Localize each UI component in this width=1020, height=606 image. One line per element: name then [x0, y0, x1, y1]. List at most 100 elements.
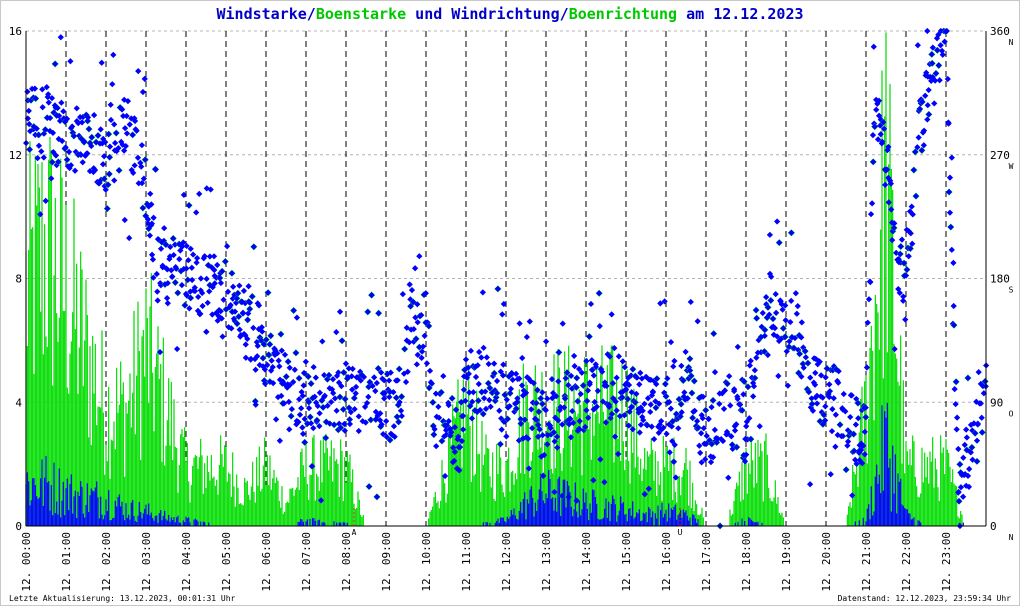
wind-direction-point [462, 356, 470, 363]
wind-direction-point [844, 438, 852, 445]
wind-direction-point [662, 380, 669, 388]
x-tick-label: 12. 09:00 [380, 532, 393, 592]
wind-direction-point [752, 307, 760, 314]
wind-direction-point [708, 404, 715, 411]
wind-direction-point [832, 443, 839, 450]
wind-direction-point [934, 47, 941, 54]
wind-direction-point [671, 357, 678, 365]
wind-direction-point [830, 395, 837, 402]
wind-direction-point [497, 441, 504, 448]
wind-direction-point [154, 297, 161, 304]
wind-direction-point [924, 27, 931, 35]
wind-direction-point [181, 302, 189, 309]
wind-direction-point [369, 382, 376, 390]
wind-direction-point [138, 142, 146, 149]
wind-direction-point [131, 162, 138, 169]
wind-direction-point [573, 374, 580, 382]
wind-direction-point [792, 290, 799, 297]
wind-direction-point [526, 318, 533, 325]
wind-direction-point [905, 253, 912, 260]
wind-direction-point [964, 374, 972, 382]
wind-direction-point [190, 251, 197, 258]
wind-direction-point [174, 289, 181, 296]
wind-direction-point [697, 449, 704, 457]
wind-direction-point [798, 319, 805, 326]
x-tick-label: 12. 22:00 [900, 532, 913, 592]
wind-direction-point [277, 331, 285, 338]
wind-direction-point [462, 397, 469, 405]
wind-direction-point [52, 60, 59, 68]
wind-direction-point [386, 436, 394, 444]
wind-direction-point [768, 273, 775, 280]
wind-direction-point [555, 378, 562, 385]
wind-direction-point [43, 83, 50, 91]
wind-direction-point [619, 358, 626, 365]
wind-direction-point [63, 156, 71, 163]
wind-direction-point [487, 403, 494, 410]
wind-direction-point [959, 493, 967, 500]
x-tick-label: 12. 13:00 [540, 532, 553, 592]
wind-direction-point [570, 352, 578, 360]
wind-direction-point [314, 402, 321, 410]
wind-direction-point [157, 245, 165, 252]
wind-direction-point [345, 365, 352, 372]
wind-direction-point [70, 132, 77, 140]
wind-direction-point [609, 380, 616, 387]
wind-direction-point [596, 290, 603, 297]
wind-direction-point [380, 377, 388, 384]
wind-direction-point [432, 390, 440, 397]
wind-direction-point [523, 333, 531, 341]
wind-direction-point [38, 148, 45, 155]
wind-direction-point [829, 405, 836, 413]
wind-direction-point [939, 51, 946, 58]
wind-direction-point [138, 163, 145, 170]
chart-title-part: / [560, 5, 569, 23]
wind-direction-point [106, 154, 113, 161]
wind-direction-point [686, 355, 693, 362]
wind-direction-point [613, 407, 620, 414]
wind-direction-point [283, 373, 290, 380]
wind-direction-point [866, 278, 874, 285]
wind-direction-point [550, 429, 557, 436]
x-tick-label: 12. 04:00 [180, 532, 193, 592]
wind-direction-point [123, 130, 131, 137]
wind-direction-point [333, 329, 340, 336]
wind-direction-point [637, 369, 644, 376]
wind-direction-point [244, 335, 251, 342]
wind-direction-point [465, 370, 472, 377]
wind-direction-point [276, 363, 283, 370]
wind-direction-point [254, 353, 261, 360]
wind-direction-point [982, 378, 989, 385]
wind-direction-point [391, 433, 398, 440]
wind-direction-point [513, 405, 520, 412]
wind-direction-point [973, 437, 981, 444]
wind-direction-point [751, 367, 758, 374]
wind-direction-point [863, 364, 871, 371]
wind-direction-point [49, 159, 56, 166]
wind-direction-point [299, 424, 306, 431]
wind-direction-point [85, 125, 93, 133]
wind-direction-point [322, 434, 329, 442]
wind-direction-point [149, 256, 157, 263]
wind-direction-point [615, 353, 622, 360]
wind-direction-point [84, 117, 91, 125]
wind-direction-point [193, 259, 200, 266]
wind-direction-point [73, 105, 80, 112]
wind-direction-point [725, 474, 732, 481]
wind-direction-point [796, 350, 803, 357]
wind-direction-point [312, 374, 319, 381]
wind-direction-point [423, 360, 431, 367]
wind-direction-point [304, 420, 311, 427]
wind-direction-point [252, 401, 259, 408]
wind-direction-point [955, 445, 962, 453]
wind-direction-point [750, 393, 757, 400]
wind-direction-point [500, 300, 507, 308]
wind-direction-point [385, 377, 393, 384]
wind-direction-point [902, 316, 909, 323]
wind-direction-point [641, 400, 648, 407]
wind-direction-point [491, 370, 498, 377]
wind-direction-point [337, 424, 344, 431]
wind-direction-point [121, 147, 128, 154]
wind-direction-point [146, 232, 153, 239]
wind-direction-point [281, 351, 289, 358]
